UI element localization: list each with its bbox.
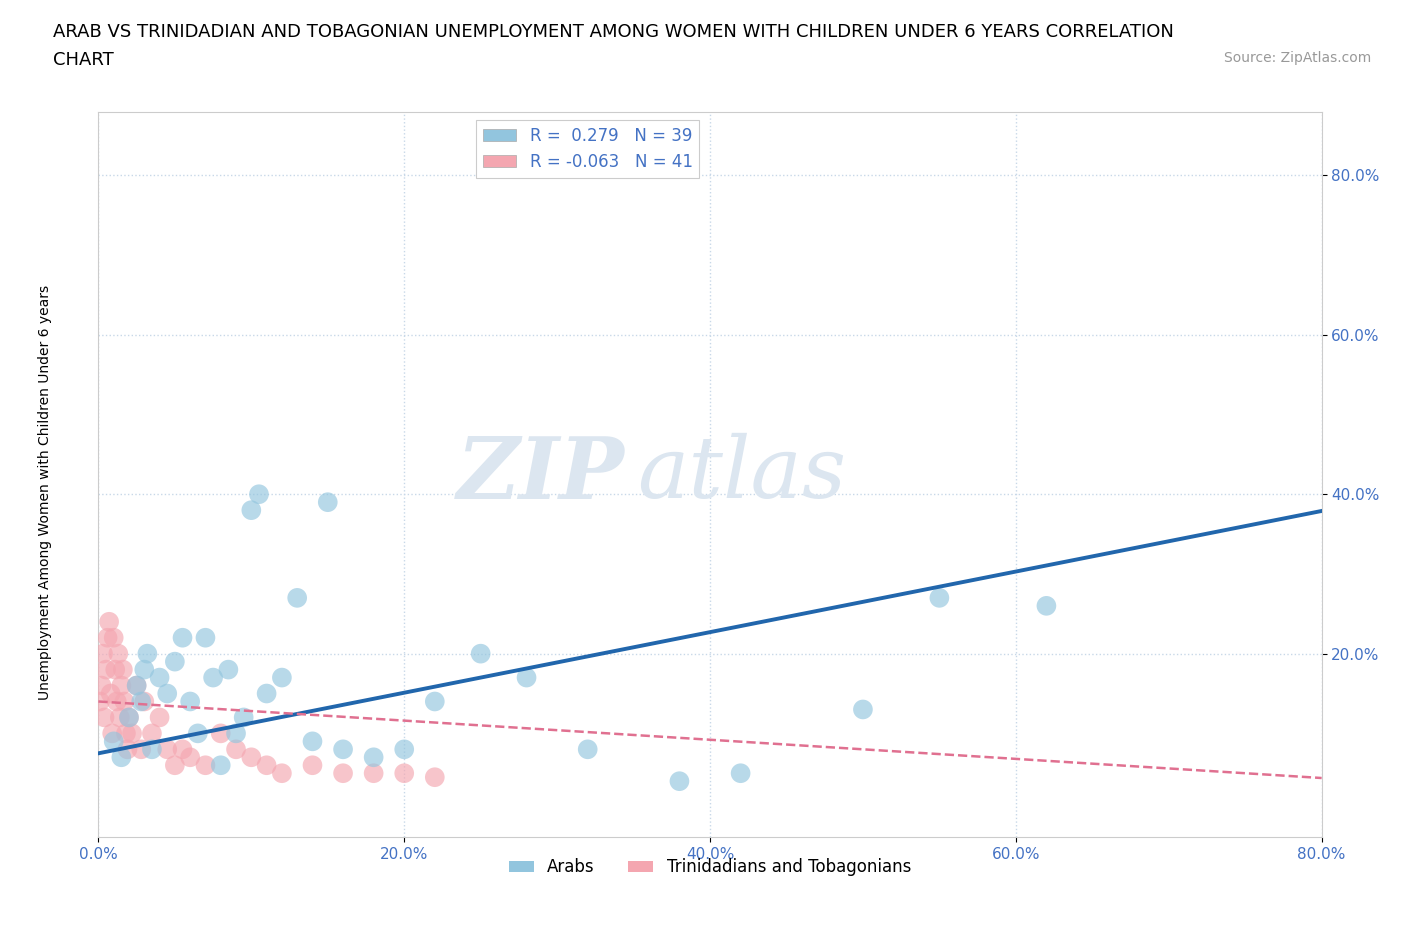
Point [225,742,247,757]
Point [118,710,141,724]
Legend: Arabs, Trinidadians and Tobagonians: Arabs, Trinidadians and Tobagonians [502,852,918,883]
Point [194,758,217,773]
Point [225,726,247,741]
Point [100,686,122,701]
Point [115,726,138,741]
Point [111,662,134,677]
Point [156,686,179,701]
Text: ARAB VS TRINIDADIAN AND TOBAGONIAN UNEMPLOYMENT AMONG WOMEN WITH CHILDREN UNDER : ARAB VS TRINIDADIAN AND TOBAGONIAN UNEMP… [53,23,1174,41]
Point [187,726,209,741]
Point [256,758,278,773]
Point [301,758,323,773]
Point [270,765,294,780]
Point [270,671,294,685]
Point [179,694,201,709]
Point [91,646,114,661]
Text: Unemployment Among Women with Children Under 6 years: Unemployment Among Women with Children U… [38,286,52,700]
Point [202,671,225,685]
Point [103,734,125,749]
Point [97,631,120,645]
Point [163,654,186,669]
Point [156,742,179,757]
Point [285,591,308,605]
Point [172,742,194,757]
Point [928,591,950,605]
Point [149,671,172,685]
Point [256,686,278,701]
Point [107,646,129,661]
Text: CHART: CHART [53,51,114,69]
Point [141,742,163,757]
Point [209,726,232,741]
Point [94,662,117,677]
Point [149,710,172,724]
Point [332,765,354,780]
Point [110,678,132,693]
Point [110,750,132,764]
Point [392,742,416,757]
Point [117,742,139,757]
Point [172,631,194,645]
Point [232,710,254,724]
Point [423,694,446,709]
Point [316,495,339,510]
Text: Source: ZipAtlas.com: Source: ZipAtlas.com [1223,51,1371,65]
Point [209,758,232,773]
Point [1035,598,1057,613]
Point [125,678,148,693]
Point [134,694,156,709]
Point [332,742,354,757]
Point [247,486,270,501]
Point [101,726,124,741]
Point [217,662,239,677]
Point [134,662,156,677]
Point [90,678,112,693]
Point [668,774,690,789]
Point [125,678,148,693]
Text: atlas: atlas [637,433,846,515]
Point [104,662,127,677]
Point [363,750,385,764]
Point [392,765,416,780]
Point [301,734,323,749]
Point [89,694,111,709]
Point [730,765,752,780]
Point [576,742,599,757]
Point [98,615,121,630]
Point [103,631,125,645]
Point [240,503,263,518]
Point [93,710,115,724]
Point [423,770,446,785]
Point [470,646,492,661]
Point [141,726,163,741]
Point [179,750,201,764]
Point [516,671,538,685]
Point [112,694,135,709]
Point [136,646,159,661]
Point [108,710,131,724]
Point [129,694,152,709]
Point [240,750,263,764]
Point [129,742,152,757]
Point [118,710,141,724]
Point [105,694,128,709]
Point [121,726,143,741]
Text: ZIP: ZIP [457,432,624,516]
Point [852,702,875,717]
Point [163,758,186,773]
Point [363,765,385,780]
Point [194,631,217,645]
